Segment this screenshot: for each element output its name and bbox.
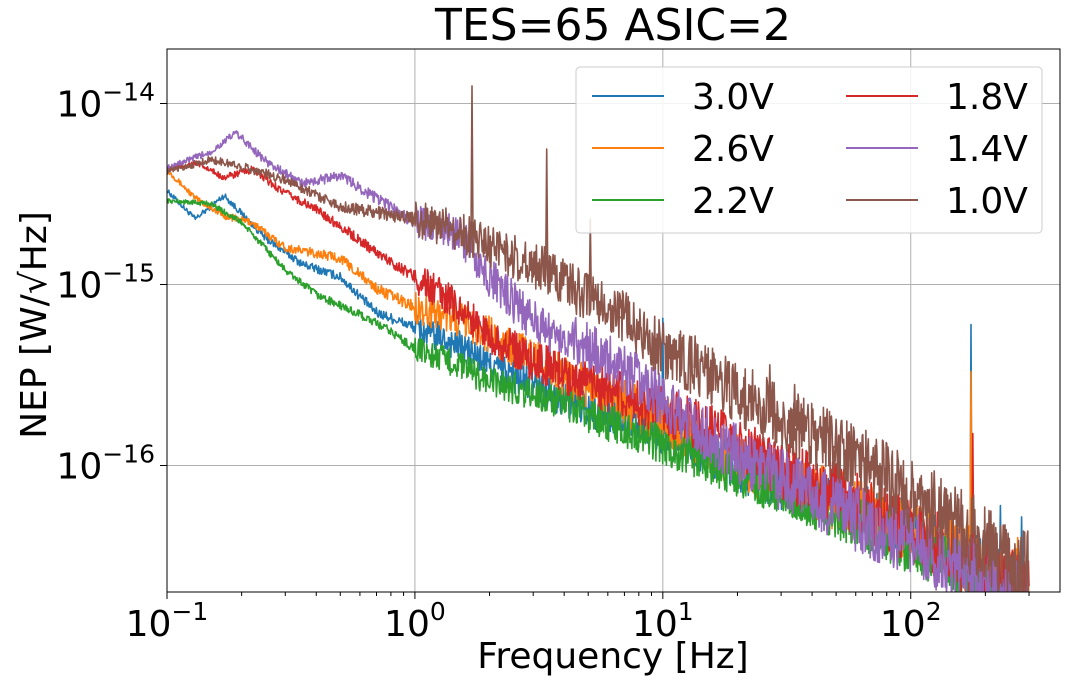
plot-frame: [166, 48, 1061, 593]
axis-ticks: 10−1 100 101 102 10−16 10−15 10−14: [56, 77, 1030, 645]
x-axis-label: Frequency [Hz]: [477, 636, 748, 677]
series-line-2.2V: [167, 198, 1030, 592]
legend-label: 2.2V: [692, 181, 774, 222]
y-tick-label: 10−16: [56, 439, 155, 487]
y-tick-label: 10−14: [56, 77, 155, 125]
y-tick-label: 10−15: [56, 258, 155, 306]
legend-label: 1.8V: [946, 77, 1028, 118]
series-lines: [167, 85, 1030, 592]
chart-title: TES=65 ASIC=2: [434, 0, 791, 51]
series-line-1.4V: [167, 130, 1029, 592]
legend: 3.0V 2.6V 2.2V 1.8V 1.4V 1.0V: [575, 66, 1043, 234]
x-tick-label: 100: [384, 597, 446, 645]
y-axis-label: NEP [W/√Hz]: [14, 211, 55, 439]
legend-label: 1.4V: [946, 129, 1028, 170]
legend-box: [575, 66, 1043, 234]
x-tick-label: 101: [632, 597, 694, 645]
x-tick-label: 10−1: [126, 597, 209, 645]
legend-label: 1.0V: [946, 181, 1028, 222]
legend-label: 2.6V: [692, 129, 774, 170]
legend-label: 3.0V: [692, 77, 774, 118]
x-tick-label: 102: [880, 597, 942, 645]
